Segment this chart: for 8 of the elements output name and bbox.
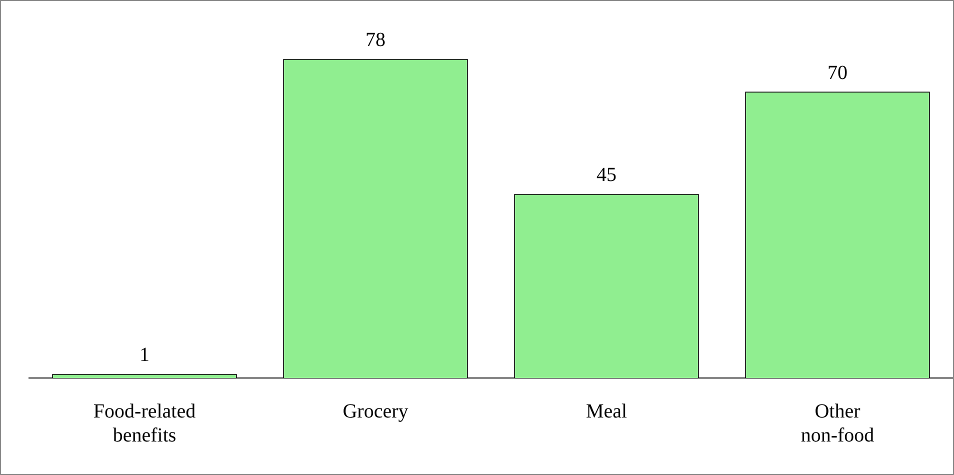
data-label: 1 (140, 344, 150, 366)
x-tick-label: Meal (586, 400, 628, 422)
data-label: 70 (828, 62, 848, 84)
data-label: 45 (596, 164, 616, 186)
x-tick-label: Food-related benefits (93, 400, 196, 446)
x-tick-label: Grocery (342, 400, 408, 422)
x-tick-label: Other non-food (800, 400, 874, 446)
data-label: 78 (366, 29, 386, 52)
